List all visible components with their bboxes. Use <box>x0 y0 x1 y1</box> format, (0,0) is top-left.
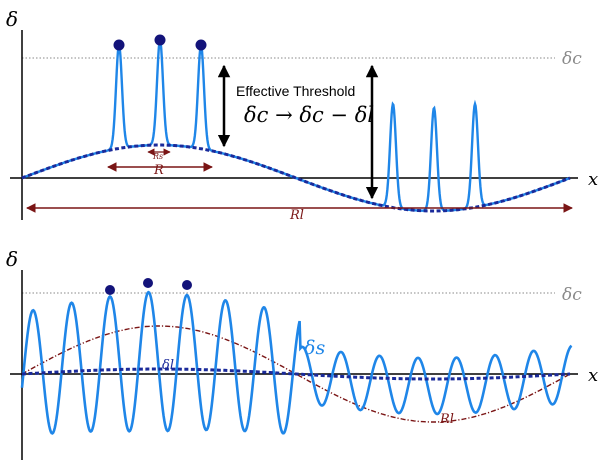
long-scale-label: Rl <box>439 412 454 427</box>
r-label: R <box>153 163 164 178</box>
bottom-x-axis-label: x <box>588 365 598 386</box>
bottom-peak-marker-2 <box>143 278 153 288</box>
bottom-peak-marker-1 <box>105 285 115 295</box>
bottom-peak-marker-3 <box>182 280 192 290</box>
top-y-axis-label: δ <box>6 7 18 31</box>
top-peak-marker-3 <box>195 39 207 51</box>
bottom-small-scale-curve <box>20 290 573 435</box>
top-threshold-label: δc <box>562 49 582 69</box>
annotation-formula: δc → δc − δl <box>244 103 374 127</box>
bottom-panel: δ x δc δs δl Rl <box>6 247 598 460</box>
bottom-threshold-label: δc <box>562 285 582 305</box>
bottom-y-axis-label: δ <box>6 247 18 271</box>
top-x-axis-label: x <box>588 169 598 190</box>
rs-label: Rs <box>152 152 163 161</box>
bottom-long-wavelength-curve <box>21 367 571 381</box>
small-mode-label: δs <box>304 337 325 359</box>
annotation-title: Effective Threshold <box>236 83 355 99</box>
top-small-scale-curve <box>21 35 571 212</box>
long-mode-label: δl <box>162 358 174 373</box>
top-peak-marker-2 <box>154 34 166 46</box>
top-panel: δ x δc Effective Threshold δc → δc − δl … <box>6 7 598 223</box>
rl-label: Rl <box>289 208 304 223</box>
top-peak-marker-1 <box>113 39 125 51</box>
